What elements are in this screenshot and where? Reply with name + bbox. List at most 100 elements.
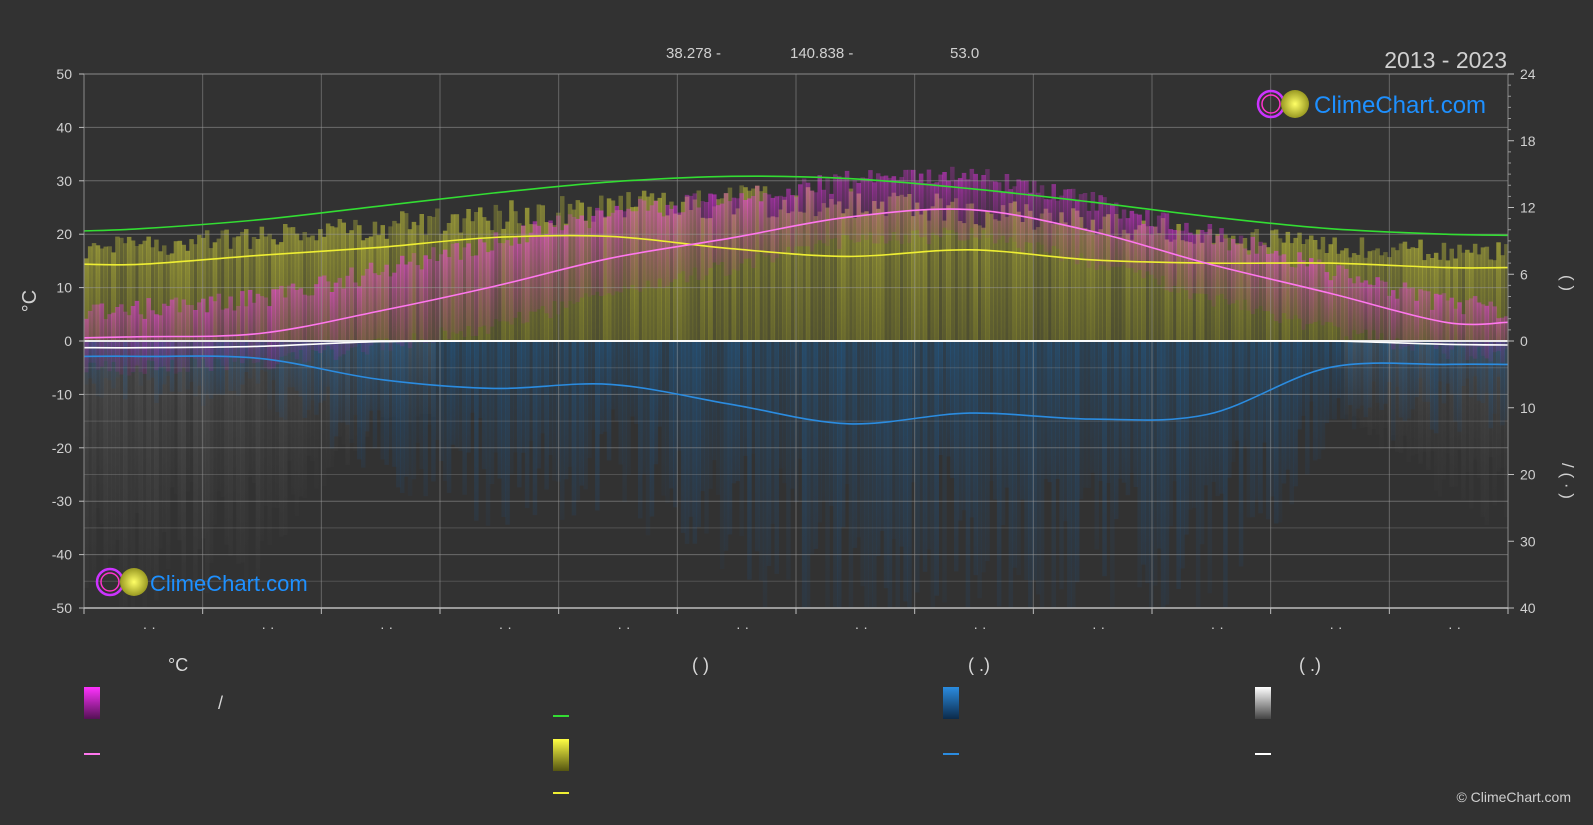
temperature-day-bar (509, 245, 514, 325)
temperature-day-bar (474, 255, 479, 336)
snow-day-bar (1437, 341, 1443, 497)
precipitation-day-bar (1078, 341, 1084, 500)
precipitation-day-bar (840, 341, 846, 528)
temperature-day-bar (400, 255, 405, 347)
left-tick-label: 30 (56, 173, 72, 189)
temperature-day-bar (938, 174, 943, 238)
precipitation-day-bar (1398, 341, 1404, 418)
temperature-day-bar (505, 240, 510, 322)
temperature-day-bar (817, 175, 822, 241)
temperature-day-bar (1309, 258, 1314, 324)
temperature-day-bar (1484, 305, 1490, 359)
precipitation-day-bar (1242, 341, 1248, 447)
series-lines-layer (83, 175, 1509, 425)
sunshine-day-bar (204, 230, 210, 341)
temperature-day-bar (719, 203, 725, 262)
snow-day-bar (185, 341, 190, 492)
precipitation-day-bar (1262, 341, 1267, 443)
temperature-day-bar (197, 302, 202, 368)
sunshine-day-bar (786, 213, 791, 341)
temperature-day-bar (1504, 316, 1509, 349)
right-tick-label-precip: 40 (1520, 600, 1536, 616)
temperature-day-bar (1254, 253, 1259, 309)
snow-day-bar (95, 341, 101, 509)
snow-day-bar (119, 341, 124, 608)
snow-day-bar (286, 341, 292, 461)
sunshine-day-bar (1098, 229, 1103, 341)
snow-day-bar (290, 341, 296, 495)
precipitation-day-bar (513, 341, 518, 453)
snow-day-bar (169, 341, 175, 488)
sunshine-day-bar (977, 225, 982, 341)
precipitation-day-bar (384, 341, 389, 465)
precipitation-day-bar (310, 341, 315, 401)
temperature-day-bar (739, 193, 744, 264)
legend-precipitation-heading: ( .) (968, 655, 990, 675)
sunshine-day-bar (306, 237, 311, 341)
precipitation-day-bar (770, 341, 776, 524)
sunshine-day-bar (926, 220, 932, 341)
temperature-day-bar (1047, 199, 1053, 254)
sunshine-day-bar (1469, 252, 1474, 341)
precipitation-day-bar (99, 341, 105, 398)
precipitation-day-bar (856, 341, 861, 538)
precipitation-day-bar (1008, 341, 1014, 608)
precipitation-day-bar (337, 341, 343, 423)
temperature-day-bar (790, 195, 795, 255)
snow-day-bar (1472, 341, 1478, 460)
temperature-day-bar (290, 283, 296, 353)
snow-day-bar (134, 341, 140, 513)
snow-day-bar (123, 341, 128, 607)
precipitation-day-bar (1071, 341, 1076, 608)
temperature-day-bar (1098, 195, 1103, 266)
sunshine-day-bar (158, 251, 163, 341)
precipitation-day-bar (446, 341, 452, 493)
sunshine-day-bar (1145, 226, 1150, 341)
precipitation-day-bar (981, 341, 986, 573)
temperature-day-bar (610, 212, 616, 296)
sunshine-day-bar (1156, 233, 1162, 341)
legend-snow-swatch (1255, 687, 1271, 719)
sunshine-day-bar (996, 220, 1002, 341)
temperature-day-bar (1348, 278, 1353, 340)
precipitation-day-bar (1437, 341, 1443, 382)
temperature_mean-line (83, 208, 1509, 339)
precipitation-day-bar (1043, 341, 1049, 479)
snow-day-bar (158, 341, 163, 549)
temperature-day-bar (84, 318, 89, 373)
precipitation-day-bar (704, 341, 709, 534)
precipitation-day-bar (645, 341, 651, 536)
temperature-day-bar (1367, 284, 1373, 340)
sunshine-day-bar (981, 227, 986, 341)
temperature-day-bar (1332, 276, 1337, 327)
temperature-day-bar (189, 305, 194, 358)
temperature-day-bar (1441, 293, 1447, 354)
temperature-day-bar (1032, 180, 1037, 254)
snow-day-bar (201, 341, 206, 539)
sunshine-day-bar (357, 225, 362, 341)
sunshine-day-bar (1492, 260, 1497, 341)
precipitation-day-bar (450, 341, 456, 445)
precipitation-day-bar (364, 341, 370, 432)
precipitation-day-bar (1371, 341, 1376, 382)
temperature-day-bar (1145, 210, 1150, 272)
precipitation-day-bar (470, 341, 475, 413)
precipitation-day-bar (1024, 341, 1029, 580)
snow-day-bar (322, 341, 327, 487)
temperature-day-bar (1094, 210, 1099, 270)
left-tick-label: 10 (56, 280, 72, 296)
temperature-day-bar (1035, 192, 1041, 243)
precipitation-day-bar (1254, 341, 1259, 500)
sunshine-day-bar (1078, 217, 1084, 341)
snow-day-bar (1469, 341, 1474, 509)
temperature-day-bar (220, 309, 225, 366)
sunshine-day-bar (1121, 229, 1127, 341)
precipitation-day-bar (1469, 341, 1474, 398)
sunshine-day-bar (220, 230, 225, 341)
legend-sunshine-mean-swatch (553, 792, 569, 794)
sunshine-day-bar (942, 220, 947, 341)
sunshine-day-bar (130, 240, 136, 341)
sunshine-day-bar (1465, 249, 1470, 341)
temperature-day-bar (891, 176, 897, 233)
precipitation-day-bar (876, 341, 881, 556)
